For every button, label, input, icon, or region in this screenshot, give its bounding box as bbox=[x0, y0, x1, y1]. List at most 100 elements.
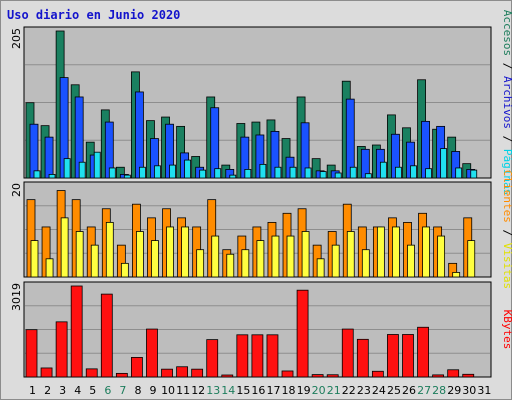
bar-kbytes-day-1 bbox=[25, 329, 38, 378]
day-label-6: 6 bbox=[104, 384, 111, 397]
bar-kbytes-day-18 bbox=[281, 370, 294, 378]
bar-páginas-day-14 bbox=[229, 174, 237, 179]
day-label-8: 8 bbox=[134, 384, 141, 397]
bar-kbytes-day-28 bbox=[432, 374, 445, 378]
day-label-12: 12 bbox=[191, 384, 205, 397]
bar-visitas-day-23 bbox=[361, 249, 370, 278]
chart-title: Uso diario en Junio 2020 bbox=[7, 8, 180, 22]
bar-visitas-day-17 bbox=[271, 235, 280, 278]
bar-kbytes-day-17 bbox=[266, 334, 279, 378]
day-label-19: 19 bbox=[297, 384, 311, 397]
bar-visitas-day-22 bbox=[346, 231, 355, 278]
bar-kbytes-day-7 bbox=[115, 372, 128, 378]
bar-visitas-day-5 bbox=[90, 244, 99, 278]
panel-legend: KBytes bbox=[501, 310, 512, 350]
day-label-30: 30 bbox=[462, 384, 476, 397]
day-label-11: 11 bbox=[176, 384, 190, 397]
day-label-28: 28 bbox=[432, 384, 446, 397]
bar-archivos-day-8 bbox=[135, 91, 144, 179]
panel-legend: Accesos / Archivos / Páginas bbox=[501, 10, 512, 195]
bar-kbytes-day-27 bbox=[417, 326, 429, 378]
bar-páginas-day-6 bbox=[108, 167, 116, 179]
bar-páginas-day-4 bbox=[78, 161, 86, 179]
day-label-15: 15 bbox=[236, 384, 250, 397]
legend-item: Clientes bbox=[501, 170, 512, 223]
bar-visitas-day-18 bbox=[286, 235, 295, 278]
bar-visitas-day-3 bbox=[60, 217, 69, 278]
bar-kbytes-day-21 bbox=[326, 374, 339, 378]
bar-páginas-day-20 bbox=[319, 171, 327, 179]
bar-kbytes-day-3 bbox=[55, 321, 68, 378]
day-label-24: 24 bbox=[372, 384, 386, 397]
day-label-14: 14 bbox=[221, 384, 235, 397]
bar-kbytes-day-19 bbox=[296, 289, 309, 378]
bar-páginas-day-24 bbox=[379, 161, 387, 179]
day-label-29: 29 bbox=[447, 384, 461, 397]
day-label-4: 4 bbox=[74, 384, 81, 397]
bar-kbytes-day-10 bbox=[161, 368, 173, 378]
day-label-25: 25 bbox=[387, 384, 401, 397]
day-label-3: 3 bbox=[59, 384, 66, 397]
day-label-2: 2 bbox=[44, 384, 51, 397]
day-label-1: 1 bbox=[29, 384, 36, 397]
day-label-13: 13 bbox=[206, 384, 220, 397]
bar-páginas-day-3 bbox=[63, 158, 71, 179]
bar-páginas-day-13 bbox=[214, 168, 222, 179]
legend-item: / bbox=[501, 56, 512, 76]
bar-kbytes-day-29 bbox=[447, 369, 460, 378]
bar-visitas-day-14 bbox=[226, 253, 235, 278]
day-axis: 1 2 3 4 5 6 7 8 9 10 11 12 13 14 15 16 17 18 19 20 21 22 23 24 2… bbox=[29, 384, 491, 397]
bar-archivos-day-1 bbox=[29, 123, 39, 179]
bar-kbytes-day-6 bbox=[100, 293, 113, 378]
bar-archivos-day-22 bbox=[345, 98, 355, 179]
bar-páginas-day-19 bbox=[304, 167, 312, 179]
bar-visitas-day-30 bbox=[467, 240, 476, 278]
bar-kbytes-day-8 bbox=[131, 357, 143, 378]
bar-visitas-day-28 bbox=[437, 235, 446, 278]
day-label-7: 7 bbox=[119, 384, 126, 397]
day-label-5: 5 bbox=[89, 384, 96, 397]
bar-kbytes-day-30 bbox=[462, 373, 475, 378]
bar-páginas-day-11 bbox=[184, 159, 192, 179]
bar-visitas-day-13 bbox=[211, 235, 220, 278]
bar-páginas-day-18 bbox=[289, 166, 297, 179]
legend-item: / bbox=[501, 129, 512, 149]
panel-legend: Clientes / Visitas bbox=[501, 170, 512, 289]
legend-item: Páginas bbox=[501, 149, 512, 195]
bar-visitas-day-15 bbox=[241, 249, 250, 278]
bar-páginas-day-23 bbox=[364, 173, 372, 179]
bar-visitas-day-1 bbox=[30, 240, 39, 278]
panel-3: 3019 KBytes bbox=[10, 281, 512, 378]
bar-kbytes-day-15 bbox=[236, 334, 249, 378]
bar-páginas-day-27 bbox=[425, 168, 432, 179]
bar-páginas-day-2 bbox=[48, 174, 56, 179]
day-label-10: 10 bbox=[161, 384, 175, 397]
bar-kbytes-day-13 bbox=[206, 339, 219, 378]
bar-páginas-day-5 bbox=[93, 151, 101, 179]
bar-visitas-day-8 bbox=[136, 231, 144, 278]
bar-kbytes-day-16 bbox=[251, 334, 264, 378]
bar-páginas-day-15 bbox=[244, 168, 252, 179]
bar-visitas-day-27 bbox=[422, 226, 430, 278]
bar-kbytes-day-2 bbox=[40, 367, 53, 378]
bar-visitas-day-2 bbox=[45, 258, 54, 278]
bar-páginas-day-1 bbox=[33, 170, 41, 179]
day-label-17: 17 bbox=[266, 384, 280, 397]
bar-visitas-day-16 bbox=[256, 240, 265, 278]
bar-visitas-day-19 bbox=[301, 231, 310, 278]
bar-archivos-day-2 bbox=[44, 136, 54, 179]
bar-visitas-day-29 bbox=[452, 272, 461, 278]
bar-visitas-day-9 bbox=[151, 240, 159, 278]
day-label-31: 31 bbox=[477, 384, 491, 397]
bar-visitas-day-4 bbox=[75, 231, 84, 278]
bar-kbytes-day-12 bbox=[191, 368, 204, 378]
day-label-22: 22 bbox=[342, 384, 356, 397]
bar-páginas-day-29 bbox=[455, 167, 463, 179]
day-label-21: 21 bbox=[327, 384, 341, 397]
bar-páginas-day-12 bbox=[199, 169, 207, 179]
day-label-9: 9 bbox=[150, 384, 157, 397]
ymax-label: 205 bbox=[10, 28, 23, 49]
bar-páginas-day-8 bbox=[139, 166, 146, 179]
day-label-26: 26 bbox=[402, 384, 416, 397]
bar-archivos-day-13 bbox=[210, 107, 220, 179]
